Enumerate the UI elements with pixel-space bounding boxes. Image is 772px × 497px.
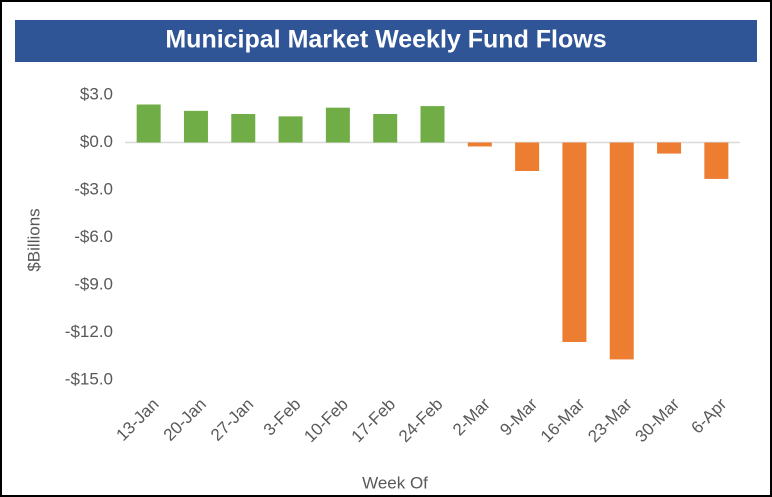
y-tick-label: -$12.0 xyxy=(65,322,113,341)
bar xyxy=(325,107,350,143)
bar xyxy=(278,116,303,143)
y-tick-label: -$6.0 xyxy=(74,227,113,246)
bar xyxy=(420,106,445,143)
y-tick-label: -$9.0 xyxy=(74,274,113,293)
title-bar xyxy=(15,20,757,62)
bar xyxy=(562,142,587,342)
bar xyxy=(609,142,634,360)
bar xyxy=(373,114,398,143)
y-axis-label: $Billions xyxy=(24,208,43,271)
y-tick-label: $3.0 xyxy=(80,84,113,103)
x-axis-label: Week Of xyxy=(362,473,428,492)
chart-title: Municipal Market Weekly Fund Flows xyxy=(165,26,606,54)
bar xyxy=(515,142,540,171)
bar xyxy=(657,142,682,154)
bar xyxy=(136,104,161,143)
bar xyxy=(467,142,492,147)
bar xyxy=(183,110,208,143)
bar xyxy=(704,142,729,179)
y-tick-label: $0.0 xyxy=(80,132,113,151)
y-tick-label: -$3.0 xyxy=(74,179,113,198)
bar xyxy=(231,114,256,143)
y-tick-label: -$15.0 xyxy=(65,369,113,388)
